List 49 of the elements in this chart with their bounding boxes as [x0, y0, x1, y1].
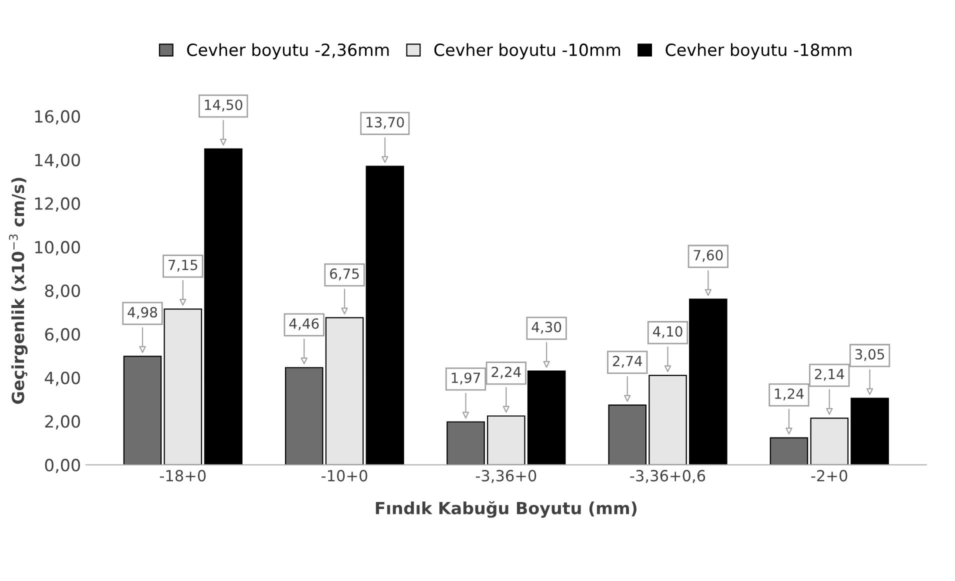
data-label: 2,74 [612, 356, 642, 368]
y-tick-label: 10,00 [35, 240, 80, 256]
y-tick-label: 2,00 [45, 415, 80, 430]
data-label: 4,30 [532, 322, 562, 334]
x-tick-label: -2+0 [811, 470, 848, 482]
bar [366, 166, 404, 465]
data-label: 4,98 [128, 306, 158, 319]
bar [770, 437, 808, 465]
bar [123, 356, 162, 465]
y-tick-label: 4,00 [44, 372, 80, 386]
data-label: 7,15 [168, 260, 198, 272]
bar [648, 374, 687, 465]
bar [164, 308, 202, 465]
data-label: 2,24 [492, 366, 521, 379]
bar [487, 415, 526, 465]
data-label: 3,05 [855, 349, 884, 361]
data-label: 1,24 [775, 388, 804, 400]
legend-label: Cevher boyutu -2,36mm [187, 43, 389, 60]
data-label: 4,46 [289, 318, 319, 330]
data-label: 1,97 [452, 372, 480, 384]
data-label: 14,50 [204, 100, 242, 112]
bar [810, 418, 849, 465]
data-label: 2,14 [814, 368, 844, 381]
data-label: 4,10 [652, 326, 682, 338]
x-tick-label: -18+0 [160, 470, 206, 482]
y-tick-label: 16,00 [35, 110, 80, 124]
data-label: 6,75 [330, 268, 359, 280]
legend-label: Cevher boyutu -18mm [666, 43, 852, 60]
data-label: 7,60 [694, 250, 723, 262]
x-axis-title: Fındık Kabuğu Boyutu (mm) [376, 501, 636, 518]
bar [850, 398, 889, 465]
y-tick-label: 8,00 [45, 284, 80, 299]
y-axis-title: Geçirgenlik (x10$^{−3}$ cm/s) [8, 178, 28, 404]
x-tick-label: -3,36+0,6 [630, 470, 706, 484]
bar [446, 421, 485, 465]
y-tick-label: 0,00 [45, 458, 80, 474]
y-tick-label: 12,00 [35, 197, 80, 212]
data-label: 13,70 [366, 117, 404, 129]
bar [608, 404, 646, 465]
bar [325, 317, 364, 465]
bar [204, 148, 242, 465]
x-tick-label: -3,36+0 [476, 470, 536, 484]
bar [284, 367, 324, 465]
x-tick-label: -10+0 [322, 470, 368, 482]
legend-label: Cevher boyutu -10mm [434, 43, 620, 60]
bar [689, 298, 728, 465]
bar [527, 370, 566, 465]
y-tick-label: 14,00 [35, 154, 80, 168]
y-tick-label: 6,00 [45, 328, 80, 342]
